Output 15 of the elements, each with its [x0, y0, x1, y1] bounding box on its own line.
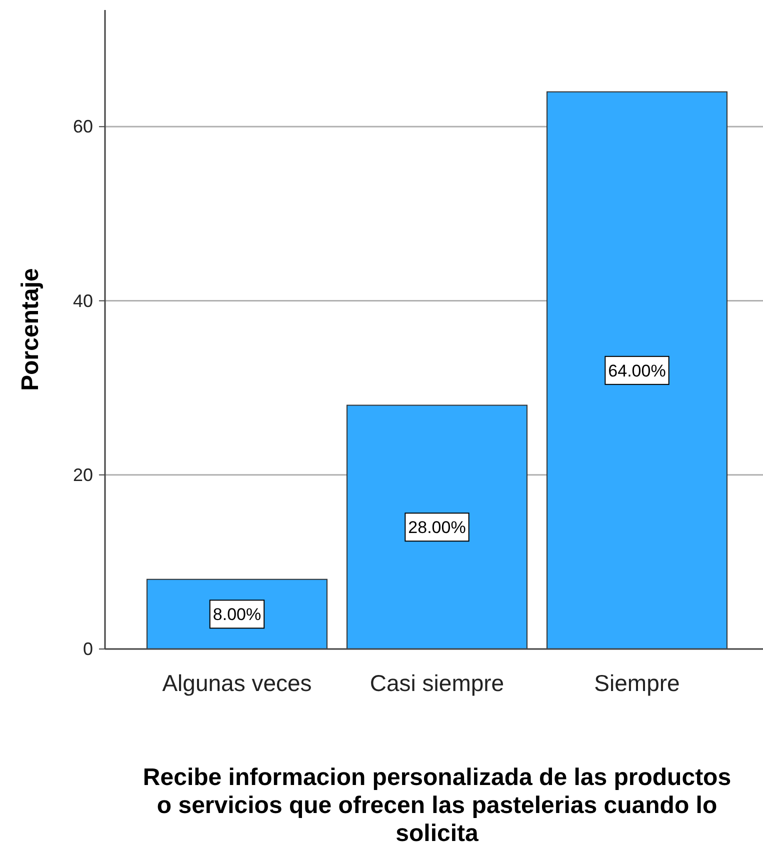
x-tick-label: Casi siempre	[370, 670, 504, 696]
data-label: 64.00%	[608, 361, 666, 380]
bar	[546, 91, 728, 650]
y-axis-title: Porcentaje	[17, 268, 44, 391]
y-tick-label: 0	[82, 639, 93, 659]
x-axis-title: Recibe informacion personalizada de las productos o servicios que ofrecen las pastelerias cuando lo solicita	[142, 764, 732, 847]
x-tick-label: Algunas veces	[162, 670, 312, 696]
bar	[146, 578, 328, 650]
x-tick-label: Siempre	[594, 670, 680, 696]
bar	[346, 404, 528, 650]
data-label: 8.00%	[212, 605, 262, 624]
y-tick-label: 20	[72, 464, 93, 485]
y-tick-label: 40	[72, 290, 93, 311]
data-label: 28.00%	[408, 518, 466, 538]
y-tick-label: 60	[72, 116, 93, 137]
